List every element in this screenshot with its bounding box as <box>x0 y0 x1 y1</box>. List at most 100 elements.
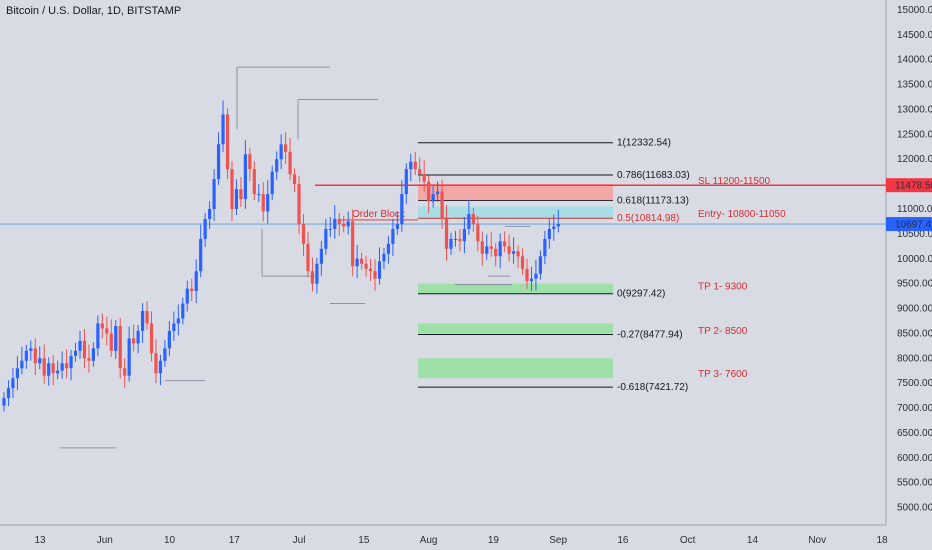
x-tick-label: 14 <box>747 535 759 546</box>
y-tick-label: 7000.00 <box>897 403 932 414</box>
candle-body <box>440 191 444 219</box>
y-tick-label: 5000.00 <box>897 503 932 514</box>
candle-body <box>96 323 100 349</box>
trade-annotation: TP 1- 9300 <box>698 282 748 293</box>
candle-body <box>507 246 511 254</box>
candle-body <box>149 323 154 354</box>
fib-level-label: 0.786(11683.03) <box>617 170 690 181</box>
candle-body <box>261 194 265 212</box>
candle-body <box>279 144 283 160</box>
candle-body <box>252 169 256 195</box>
candle-body <box>248 154 252 170</box>
candle-body <box>78 340 82 351</box>
candle-body <box>485 246 489 254</box>
candle-body <box>64 363 69 369</box>
y-tick-label: 13000.00 <box>897 104 932 115</box>
candle-body <box>382 253 386 262</box>
candle-body <box>480 241 484 254</box>
candle-body <box>230 169 234 210</box>
fib-level-label: 1(12332.54) <box>617 138 671 149</box>
x-tick-label: 19 <box>488 535 500 546</box>
y-tick-label: 8000.00 <box>897 353 932 364</box>
candle-body <box>154 353 158 374</box>
candle-body <box>47 363 51 376</box>
candle-body <box>324 228 328 249</box>
candle-body <box>82 340 87 359</box>
trade-annotation: Entry- 10800-11050 <box>698 209 786 220</box>
candle-body <box>547 228 551 239</box>
candle-body <box>489 246 493 249</box>
y-tick-label: 13500.00 <box>897 80 932 91</box>
candle-body <box>503 241 507 247</box>
candle-body <box>498 241 502 257</box>
candle-body <box>516 251 520 257</box>
candle-body <box>20 360 24 369</box>
candle-body <box>360 258 364 264</box>
candle-body <box>552 226 556 229</box>
candle-body <box>449 238 453 249</box>
candle-body <box>109 333 113 351</box>
candle-body <box>167 330 171 349</box>
candle-body <box>346 221 350 227</box>
candle-body <box>288 151 292 175</box>
trade-annotation: SL 11200-11500 <box>698 176 771 187</box>
candle-body <box>431 194 435 202</box>
candle-body <box>38 358 42 364</box>
fib-level-label: 0(9297.42) <box>617 289 665 300</box>
x-tick-label: Nov <box>808 535 826 546</box>
candle-body <box>2 398 6 406</box>
candle-body <box>243 154 247 200</box>
candle-body <box>418 169 422 175</box>
candle-body <box>266 194 270 212</box>
fib-level-label: 0.618(11173.13) <box>617 195 689 206</box>
y-axis-panel <box>886 0 932 550</box>
candle-body <box>123 368 127 376</box>
candle-body <box>364 263 368 269</box>
candle-body <box>462 228 467 242</box>
y-tick-label: 11000.00 <box>897 204 932 215</box>
x-tick-label: 15 <box>358 535 370 546</box>
candle-body <box>270 171 274 195</box>
candle-body <box>163 348 167 361</box>
candle-body <box>368 268 373 272</box>
candle-body <box>458 238 462 242</box>
y-tick-label: 10000.00 <box>897 254 932 265</box>
candle-body <box>520 256 525 269</box>
candle-body <box>351 221 355 267</box>
trade-annotation: TP 3- 7600 <box>698 369 748 380</box>
y-tick-label: 8500.00 <box>897 328 932 339</box>
candle-body <box>435 191 440 195</box>
candle-body <box>257 194 261 196</box>
fib-level-label: -0.618(7421.72) <box>617 382 688 393</box>
candle-body <box>221 114 225 145</box>
candle-body <box>185 288 189 304</box>
candle-body <box>234 189 239 210</box>
trade-annotation: TP 2- 8500 <box>698 326 748 337</box>
candle-body <box>377 261 382 279</box>
candle-body <box>315 263 319 284</box>
y-tick-label: 9500.00 <box>897 279 932 290</box>
y-tick-label: 12500.00 <box>897 129 932 140</box>
candle-body <box>444 218 449 249</box>
candle-body <box>297 184 301 224</box>
candle-body <box>73 350 78 356</box>
candle-body <box>400 194 404 224</box>
candle-body <box>132 338 136 344</box>
zone-sl <box>418 184 613 200</box>
candle-body <box>140 311 145 331</box>
candle-body <box>529 278 534 282</box>
candle-body <box>409 161 413 170</box>
candle-body <box>190 288 194 292</box>
candle-body <box>181 303 185 319</box>
candle-body <box>33 348 37 364</box>
candle-body <box>15 368 20 379</box>
candle-body <box>342 223 346 227</box>
candle-body <box>386 243 391 254</box>
last-price-label: 10697.42 <box>895 220 932 231</box>
candle-body <box>87 358 91 361</box>
sl-price-tag <box>886 178 932 193</box>
candle-body <box>391 228 395 244</box>
candle-body <box>511 251 516 254</box>
